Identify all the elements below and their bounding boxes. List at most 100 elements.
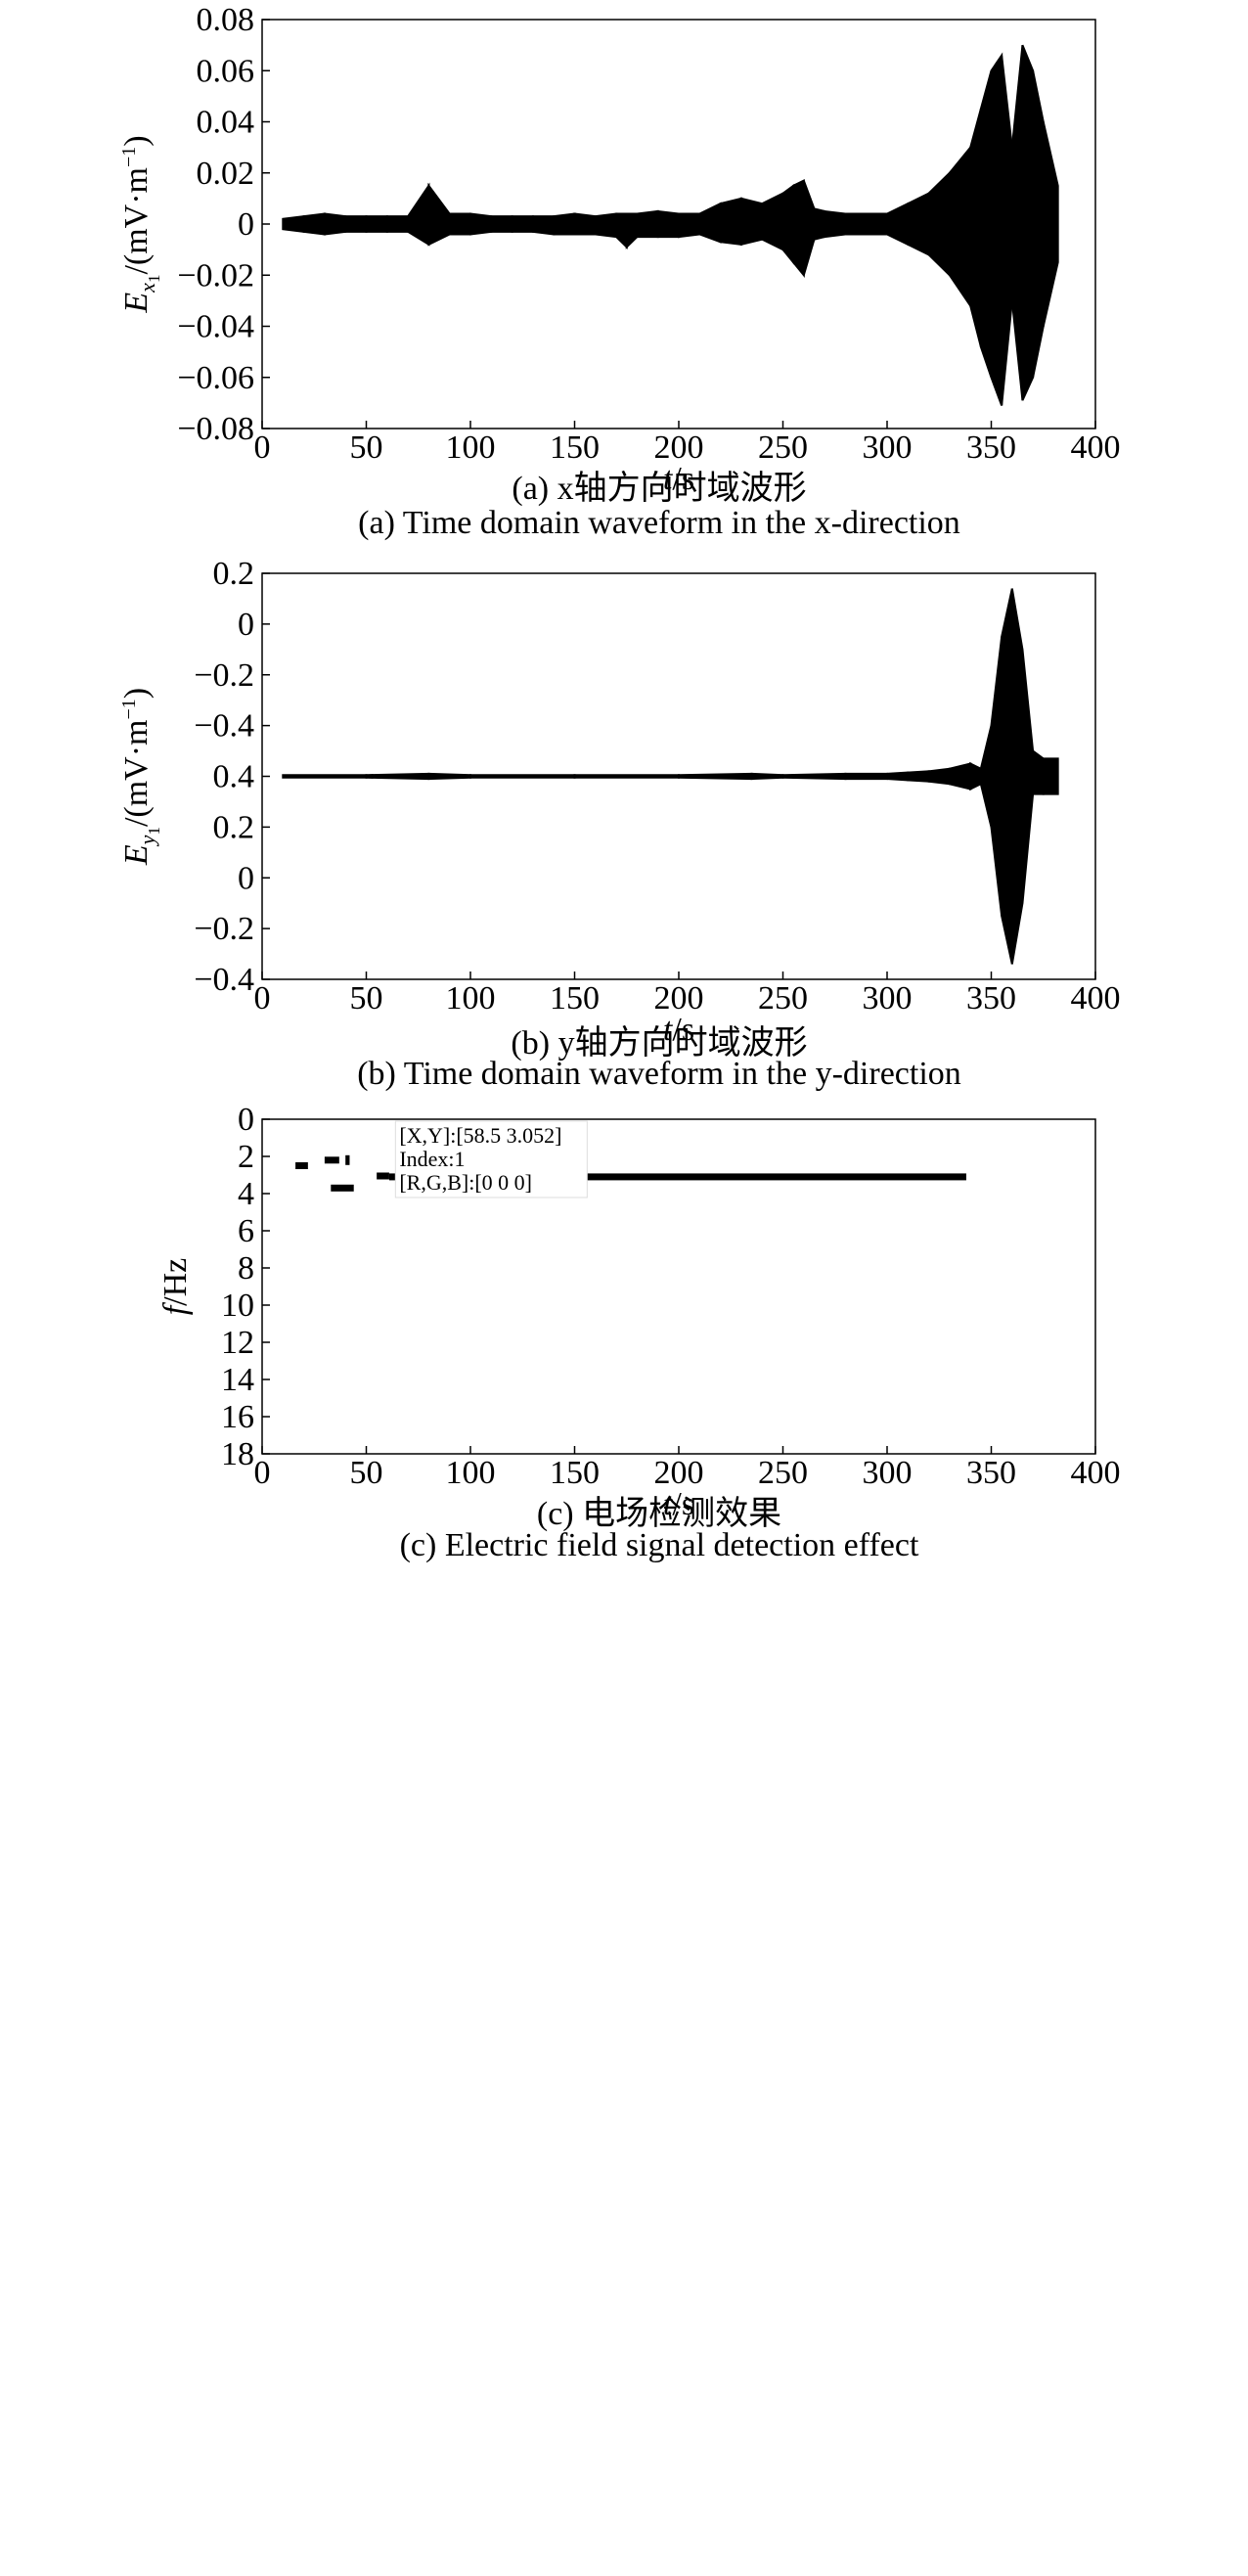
waveform-band [990, 636, 1003, 917]
waveform-band [469, 774, 576, 779]
caption-en: (c) Electric field signal detection effe… [400, 1527, 919, 1563]
y-tick-label: 18 [221, 1436, 254, 1472]
waveform-band [761, 192, 784, 251]
x-label-unit: /s [672, 1012, 694, 1048]
waveform-band [1042, 121, 1059, 327]
y-tick-label: 0.04 [197, 105, 255, 141]
waveform-band [531, 215, 556, 236]
y-tick-label: 2 [238, 1139, 254, 1175]
waveform-band [511, 215, 534, 233]
y-label-var: E [118, 293, 155, 314]
y-tick-label: −0.08 [177, 411, 254, 447]
waveform-band [678, 772, 753, 781]
waveform-band [636, 209, 659, 239]
y-label-subsub: 1 [145, 275, 163, 284]
waveform-band [573, 212, 597, 236]
x-tick-label: 150 [550, 1455, 600, 1491]
y-label-var: E [118, 844, 155, 866]
y-tick-label: 0.08 [197, 2, 255, 38]
waveform-band [990, 52, 1003, 406]
x-label-var: t [663, 1486, 674, 1522]
y-label-sub: x [135, 283, 159, 294]
y-tick-label: 6 [238, 1213, 254, 1249]
y-tick-label: −0.02 [177, 257, 254, 294]
x-axis-label: t/s [663, 461, 694, 497]
waveform-band [282, 774, 368, 779]
x-tick-label: 400 [1071, 1455, 1121, 1491]
x-label-var: t [663, 461, 674, 497]
waveform-band [490, 215, 513, 233]
x-tick-label: 0 [254, 1455, 271, 1491]
y-tick-label: −0.2 [194, 911, 254, 947]
x-tick-label: 350 [966, 1455, 1016, 1491]
x-tick-label: 100 [446, 980, 496, 1017]
waveform-band [907, 192, 930, 256]
waveform-band [1021, 649, 1035, 904]
waveform-band [407, 182, 430, 247]
y-label-unit: /(mV·m [118, 720, 155, 828]
datatip-line: Index:1 [399, 1147, 465, 1171]
detection-segment [345, 1154, 350, 1165]
y-tick-label: 0 [238, 860, 254, 896]
waveform-band [969, 109, 982, 347]
x-tick-label: 350 [966, 980, 1016, 1017]
waveform-band [625, 212, 639, 249]
caption-cn: (c) 电场检测效果 [537, 1495, 781, 1532]
x-tick-label: 150 [550, 980, 600, 1017]
y-label-sub: y [135, 835, 159, 846]
y-axis-label: Ex1/(mV·m−1) [118, 135, 163, 313]
waveform-band [886, 771, 910, 782]
x-axis-label: t/s [663, 1012, 694, 1048]
waveform-band [469, 212, 493, 236]
waveform-band [344, 215, 368, 233]
waveform-band [719, 197, 742, 247]
waveform-band [615, 212, 628, 249]
y-label-sup: −1 [118, 699, 140, 719]
waveform-band [750, 772, 784, 781]
waveform-band [979, 725, 993, 828]
y-tick-label: 0.02 [197, 156, 255, 192]
waveform-band [907, 770, 930, 783]
waveform-band [1021, 44, 1035, 401]
waveform-band [927, 767, 951, 786]
x-label-unit: /s [672, 461, 694, 497]
x-tick-label: 400 [1071, 980, 1121, 1017]
x-tick-label: 50 [350, 1455, 383, 1491]
x-axis-label: t/s [663, 1486, 694, 1522]
y-tick-label: −0.2 [194, 657, 254, 694]
y-tick-label: 10 [221, 1288, 254, 1324]
detection-segment [377, 1172, 389, 1180]
datatip-box [394, 1120, 588, 1198]
waveform-band [1010, 588, 1024, 965]
y-label-subsub: 1 [145, 827, 163, 836]
y-tick-label: 14 [221, 1362, 254, 1398]
x-tick-label: 200 [654, 980, 704, 1017]
waveform-band [781, 183, 795, 265]
waveform-band [1001, 588, 1013, 965]
x-tick-label: 250 [758, 1455, 808, 1491]
caption-cn: (b) y轴方向时域波形 [511, 1024, 807, 1062]
caption-en: (b) Time domain waveform in the y-direct… [357, 1056, 961, 1092]
waveform-band [573, 774, 680, 779]
y-tick-label: 0.06 [197, 53, 255, 89]
waveform-band [1001, 55, 1013, 406]
y-label-close: ) [118, 688, 155, 699]
waveform-band [739, 197, 764, 247]
waveform-band [282, 215, 305, 233]
waveform-band [448, 212, 471, 236]
plot-frame [261, 1118, 1096, 1455]
waveform-band [886, 202, 910, 247]
waveform-band [1010, 45, 1024, 401]
y-tick-label: 4 [238, 1176, 254, 1212]
x-tick-label: 0 [254, 980, 271, 1017]
x-tick-label: 400 [1071, 429, 1121, 466]
x-label-var: t [663, 1012, 674, 1048]
waveform-band [1032, 70, 1045, 378]
y-tick-label: −0.4 [194, 708, 254, 745]
y-axis-label: f/Hz [157, 1258, 194, 1316]
waveform-band [792, 178, 805, 279]
x-tick-label: 300 [863, 980, 913, 1017]
x-tick-label: 300 [863, 1455, 913, 1491]
x-tick-label: 50 [350, 980, 383, 1017]
datatip-line: [X,Y]:[58.5 3.052] [399, 1123, 561, 1148]
